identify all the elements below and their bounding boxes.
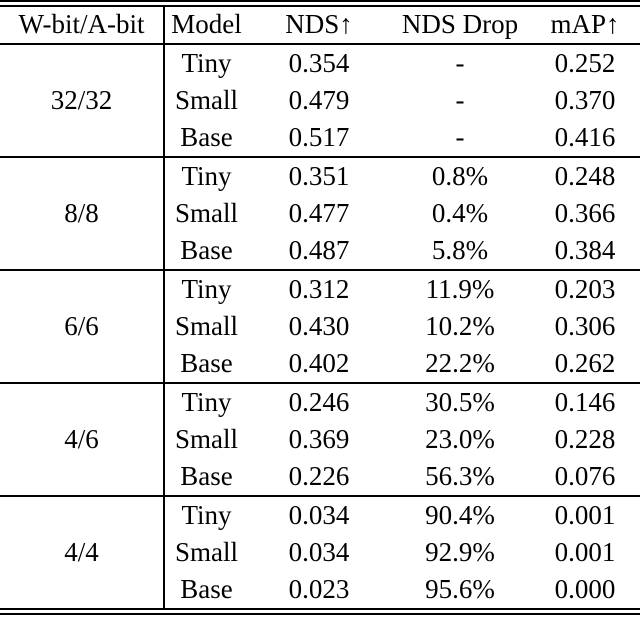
table-row: Small 0.034 92.9% 0.001	[0, 534, 640, 571]
nds-cell: 0.369	[288, 423, 350, 454]
model-cell: Tiny	[181, 273, 232, 304]
bit-group: 4/4 Tiny 0.034 90.4% 0.001 Small 0.034 92.9% 0.0…	[0, 495, 640, 612]
nds-drop-cell: 22.2%	[425, 347, 495, 378]
model-cell: Tiny	[181, 386, 232, 417]
table-row: Small 0.477 0.4% 0.366	[0, 195, 640, 232]
model-cell: Small	[174, 84, 238, 115]
column-header-model: Model	[164, 3, 248, 45]
nds-cell: 0.034	[288, 499, 350, 530]
nds-drop-cell: -	[455, 84, 465, 115]
nds-cell: 0.487	[288, 234, 350, 265]
nds-drop-cell: -	[455, 121, 465, 152]
nds-cell: 0.034	[288, 536, 350, 567]
model-cell: Small	[174, 423, 238, 454]
nds-drop-cell: 23.0%	[425, 423, 495, 454]
model-cell: Tiny	[181, 47, 232, 78]
model-cell: Base	[180, 573, 233, 604]
bits-config-cell: 4/4	[0, 495, 165, 611]
table-row: Base 0.487 5.8% 0.384	[0, 232, 640, 270]
nds-drop-cell: 95.6%	[425, 573, 495, 604]
table-row: 6/6 Tiny 0.312 11.9% 0.203	[0, 269, 640, 383]
nds-drop-cell: 30.5%	[425, 386, 495, 417]
table-row: 4/6 Tiny 0.246 30.5% 0.146	[0, 382, 640, 496]
bit-group: 8/8 Tiny 0.351 0.8% 0.248 Small 0.477 0.4% 0.366…	[0, 156, 640, 270]
table-row: Small 0.479 - 0.370	[0, 82, 640, 119]
nds-drop-cell: 11.9%	[425, 273, 495, 304]
model-cell: Small	[174, 536, 238, 567]
map-cell: 0.252	[554, 47, 616, 78]
nds-drop-cell: 5.8%	[431, 234, 489, 265]
table-row: Base 0.023 95.6% 0.000	[0, 571, 640, 612]
model-cell: Base	[180, 121, 233, 152]
nds-cell: 0.430	[288, 310, 350, 341]
nds-drop-cell: 92.9%	[425, 536, 495, 567]
map-cell: 0.248	[554, 160, 616, 191]
nds-cell: 0.226	[288, 460, 350, 491]
column-header-nds-drop: NDS Drop	[390, 3, 530, 45]
nds-cell: 0.479	[288, 84, 350, 115]
model-cell: Tiny	[181, 499, 232, 530]
map-cell: 0.366	[554, 197, 616, 228]
nds-cell: 0.312	[288, 273, 350, 304]
nds-cell: 0.246	[288, 386, 350, 417]
bit-group: 32/32 Tiny 0.354 - 0.252 Small 0.479 - 0.370 Base…	[0, 43, 640, 157]
table-row: 8/8 Tiny 0.351 0.8% 0.248	[0, 156, 640, 270]
nds-drop-cell: 90.4%	[425, 499, 495, 530]
nds-cell: 0.517	[288, 121, 350, 152]
map-cell: 0.306	[554, 310, 616, 341]
column-header-nds: NDS↑	[248, 3, 390, 45]
model-cell: Base	[180, 234, 233, 265]
model-cell: Base	[180, 347, 233, 378]
nds-drop-cell: 0.4%	[431, 197, 489, 228]
column-header-map: mAP↑	[530, 3, 640, 45]
table-row: 32/32 Tiny 0.354 - 0.252	[0, 43, 640, 157]
bit-group: 6/6 Tiny 0.312 11.9% 0.203 Small 0.430 10.2% 0.3…	[0, 269, 640, 383]
map-cell: 0.001	[554, 499, 616, 530]
nds-drop-cell: 10.2%	[425, 310, 495, 341]
model-cell: Tiny	[181, 160, 232, 191]
table-row: Base 0.226 56.3% 0.076	[0, 458, 640, 496]
table-row: 4/4 Tiny 0.034 90.4% 0.001	[0, 495, 640, 611]
bits-config-cell: 32/32	[0, 43, 165, 157]
nds-drop-cell: -	[455, 47, 465, 78]
map-cell: 0.384	[554, 234, 616, 265]
bits-config-cell: 6/6	[0, 269, 165, 383]
map-cell: 0.228	[554, 423, 616, 454]
header-row: W-bit/A-bit Model NDS↑ NDS Drop mAP↑	[0, 3, 640, 45]
map-cell: 0.370	[554, 84, 616, 115]
nds-cell: 0.023	[288, 573, 350, 604]
bits-config-cell: 4/6	[0, 382, 165, 496]
map-cell: 0.001	[554, 536, 616, 567]
bits-config-cell: 8/8	[0, 156, 165, 270]
nds-drop-cell: 0.8%	[431, 160, 489, 191]
nds-drop-cell: 56.3%	[425, 460, 495, 491]
table-header: W-bit/A-bit Model NDS↑ NDS Drop mAP↑	[0, 3, 640, 45]
table-row: Small 0.369 23.0% 0.228	[0, 421, 640, 458]
map-cell: 0.146	[554, 386, 616, 417]
table-row: Base 0.402 22.2% 0.262	[0, 345, 640, 383]
map-cell: 0.000	[554, 573, 616, 604]
nds-cell: 0.351	[288, 160, 350, 191]
map-cell: 0.262	[554, 347, 616, 378]
map-cell: 0.416	[554, 121, 616, 152]
nds-cell: 0.354	[288, 47, 350, 78]
bit-group: 4/6 Tiny 0.246 30.5% 0.146 Small 0.369 23.0% 0.2…	[0, 382, 640, 496]
nds-cell: 0.477	[288, 197, 350, 228]
model-cell: Small	[174, 310, 238, 341]
column-header-wbit-abit: W-bit/A-bit	[0, 3, 165, 45]
table-row: Base 0.517 - 0.416	[0, 119, 640, 157]
map-cell: 0.203	[554, 273, 616, 304]
map-cell: 0.076	[554, 460, 616, 491]
model-cell: Small	[174, 197, 238, 228]
nds-cell: 0.402	[288, 347, 350, 378]
table-row: Small 0.430 10.2% 0.306	[0, 308, 640, 345]
model-cell: Base	[180, 460, 233, 491]
